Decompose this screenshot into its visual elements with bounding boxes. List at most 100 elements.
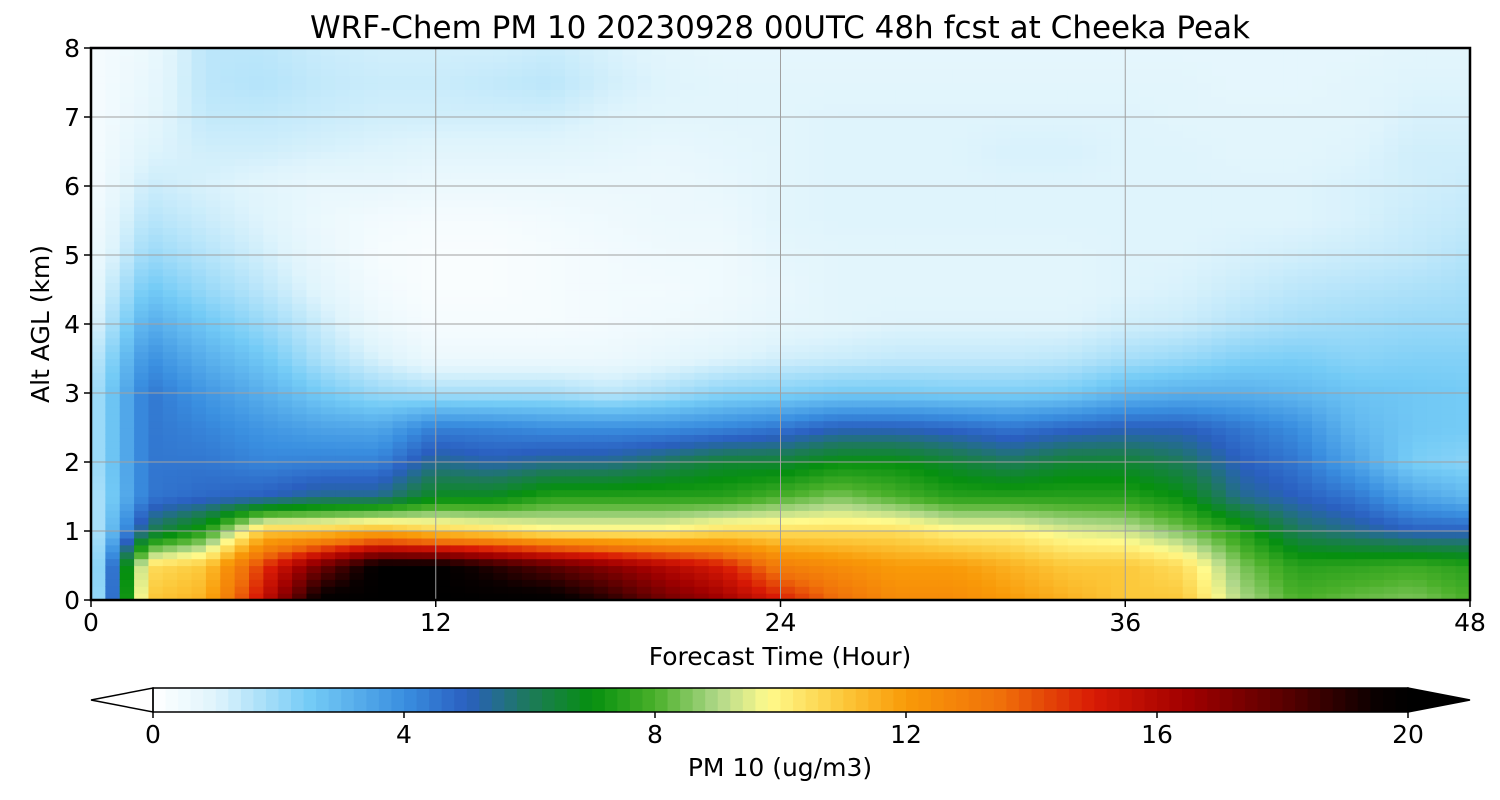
heatmap-cell	[723, 317, 738, 325]
heatmap-cell	[737, 420, 753, 429]
heatmap-cell	[392, 551, 408, 560]
heatmap-cell	[378, 517, 394, 525]
heatmap-cell	[723, 158, 738, 166]
heatmap-cell	[837, 337, 853, 346]
heatmap-cell	[148, 517, 164, 525]
heatmap-cell	[651, 344, 667, 353]
heatmap-cell	[91, 61, 106, 70]
heatmap-cell	[837, 275, 853, 284]
heatmap-cell	[378, 130, 394, 139]
heatmap-cell	[335, 158, 351, 166]
heatmap-cell	[593, 165, 609, 173]
heatmap-cell	[679, 517, 695, 525]
heatmap-cell	[938, 330, 954, 339]
heatmap-cell	[608, 192, 624, 201]
heatmap-cell	[220, 531, 236, 539]
heatmap-cell	[924, 324, 940, 332]
heatmap-cell	[119, 496, 135, 504]
heatmap-cell	[967, 475, 983, 484]
heatmap-cell	[306, 227, 322, 235]
heatmap-cell	[679, 565, 695, 573]
heatmap-cell	[493, 117, 509, 125]
heatmap-cell	[249, 399, 264, 408]
heatmap-cell	[234, 482, 250, 491]
heatmap-cell	[823, 544, 839, 553]
heatmap-cell	[751, 586, 767, 594]
heatmap-cell	[521, 406, 537, 415]
heatmap-cell	[507, 68, 523, 77]
heatmap-cell	[306, 268, 322, 277]
heatmap-cell	[249, 372, 264, 380]
heatmap-cell	[967, 151, 983, 159]
heatmap-cell	[205, 544, 221, 553]
heatmap-cell	[536, 524, 552, 532]
heatmap-cell	[191, 268, 207, 277]
heatmap-cell	[608, 365, 624, 373]
heatmap-cell	[464, 255, 480, 263]
heatmap-cell	[651, 123, 667, 132]
heatmap-cell	[177, 234, 193, 242]
heatmap-cell	[378, 406, 394, 415]
heatmap-cell	[837, 379, 853, 387]
heatmap-cell	[306, 199, 322, 208]
heatmap-cell	[119, 441, 135, 449]
heatmap-cell	[421, 524, 437, 532]
heatmap-cell	[679, 337, 695, 346]
heatmap-cell	[363, 317, 379, 325]
heatmap-cell	[579, 565, 595, 573]
heatmap-cell	[134, 241, 150, 249]
heatmap-cell	[694, 296, 710, 304]
heatmap-cell	[622, 117, 638, 125]
heatmap-cell	[392, 186, 408, 194]
heatmap-cell	[134, 448, 150, 456]
heatmap-cell	[737, 448, 753, 456]
heatmap-cell	[565, 303, 580, 311]
heatmap-cell	[708, 179, 724, 187]
heatmap-cell	[349, 482, 365, 491]
heatmap-cell	[550, 462, 566, 470]
heatmap-cell	[306, 234, 322, 242]
heatmap-cell	[665, 289, 681, 297]
heatmap-cell	[895, 296, 911, 304]
heatmap-cell	[263, 199, 279, 208]
heatmap-cell	[493, 372, 509, 380]
heatmap-cell	[737, 537, 753, 546]
heatmap-cell	[521, 365, 537, 373]
heatmap-cell	[435, 365, 451, 373]
heatmap-cell	[852, 344, 868, 353]
heatmap-cell	[766, 510, 782, 518]
heatmap-cell	[105, 130, 121, 139]
heatmap-cell	[837, 151, 853, 159]
heatmap-cell	[349, 489, 365, 498]
heatmap-cell	[363, 434, 379, 442]
heatmap-cell	[866, 593, 882, 600]
heatmap-cell	[565, 96, 580, 104]
heatmap-cell	[234, 89, 250, 97]
heatmap-cell	[708, 531, 724, 539]
heatmap-cell	[794, 379, 810, 387]
heatmap-cell	[349, 61, 365, 70]
heatmap-cell	[708, 165, 724, 173]
heatmap-cell	[665, 379, 681, 387]
heatmap-cell	[593, 482, 609, 491]
heatmap-cell	[608, 268, 624, 277]
heatmap-cell	[694, 406, 710, 415]
heatmap-cell	[852, 296, 868, 304]
heatmap-cell	[579, 427, 595, 435]
heatmap-cell	[234, 489, 250, 498]
heatmap-cell	[809, 123, 825, 132]
heatmap-cell	[924, 275, 940, 284]
heatmap-cell	[162, 517, 178, 525]
heatmap-cell	[766, 89, 782, 97]
heatmap-cell	[651, 358, 667, 366]
heatmap-cell	[723, 96, 738, 104]
heatmap-cell	[679, 372, 695, 380]
heatmap-cell	[493, 379, 509, 387]
heatmap-cell	[651, 337, 667, 346]
heatmap-cell	[938, 379, 954, 387]
heatmap-cell	[335, 268, 351, 277]
heatmap-cell	[565, 393, 580, 401]
heatmap-cell	[967, 337, 983, 346]
heatmap-cell	[737, 96, 753, 104]
heatmap-cell	[665, 427, 681, 435]
